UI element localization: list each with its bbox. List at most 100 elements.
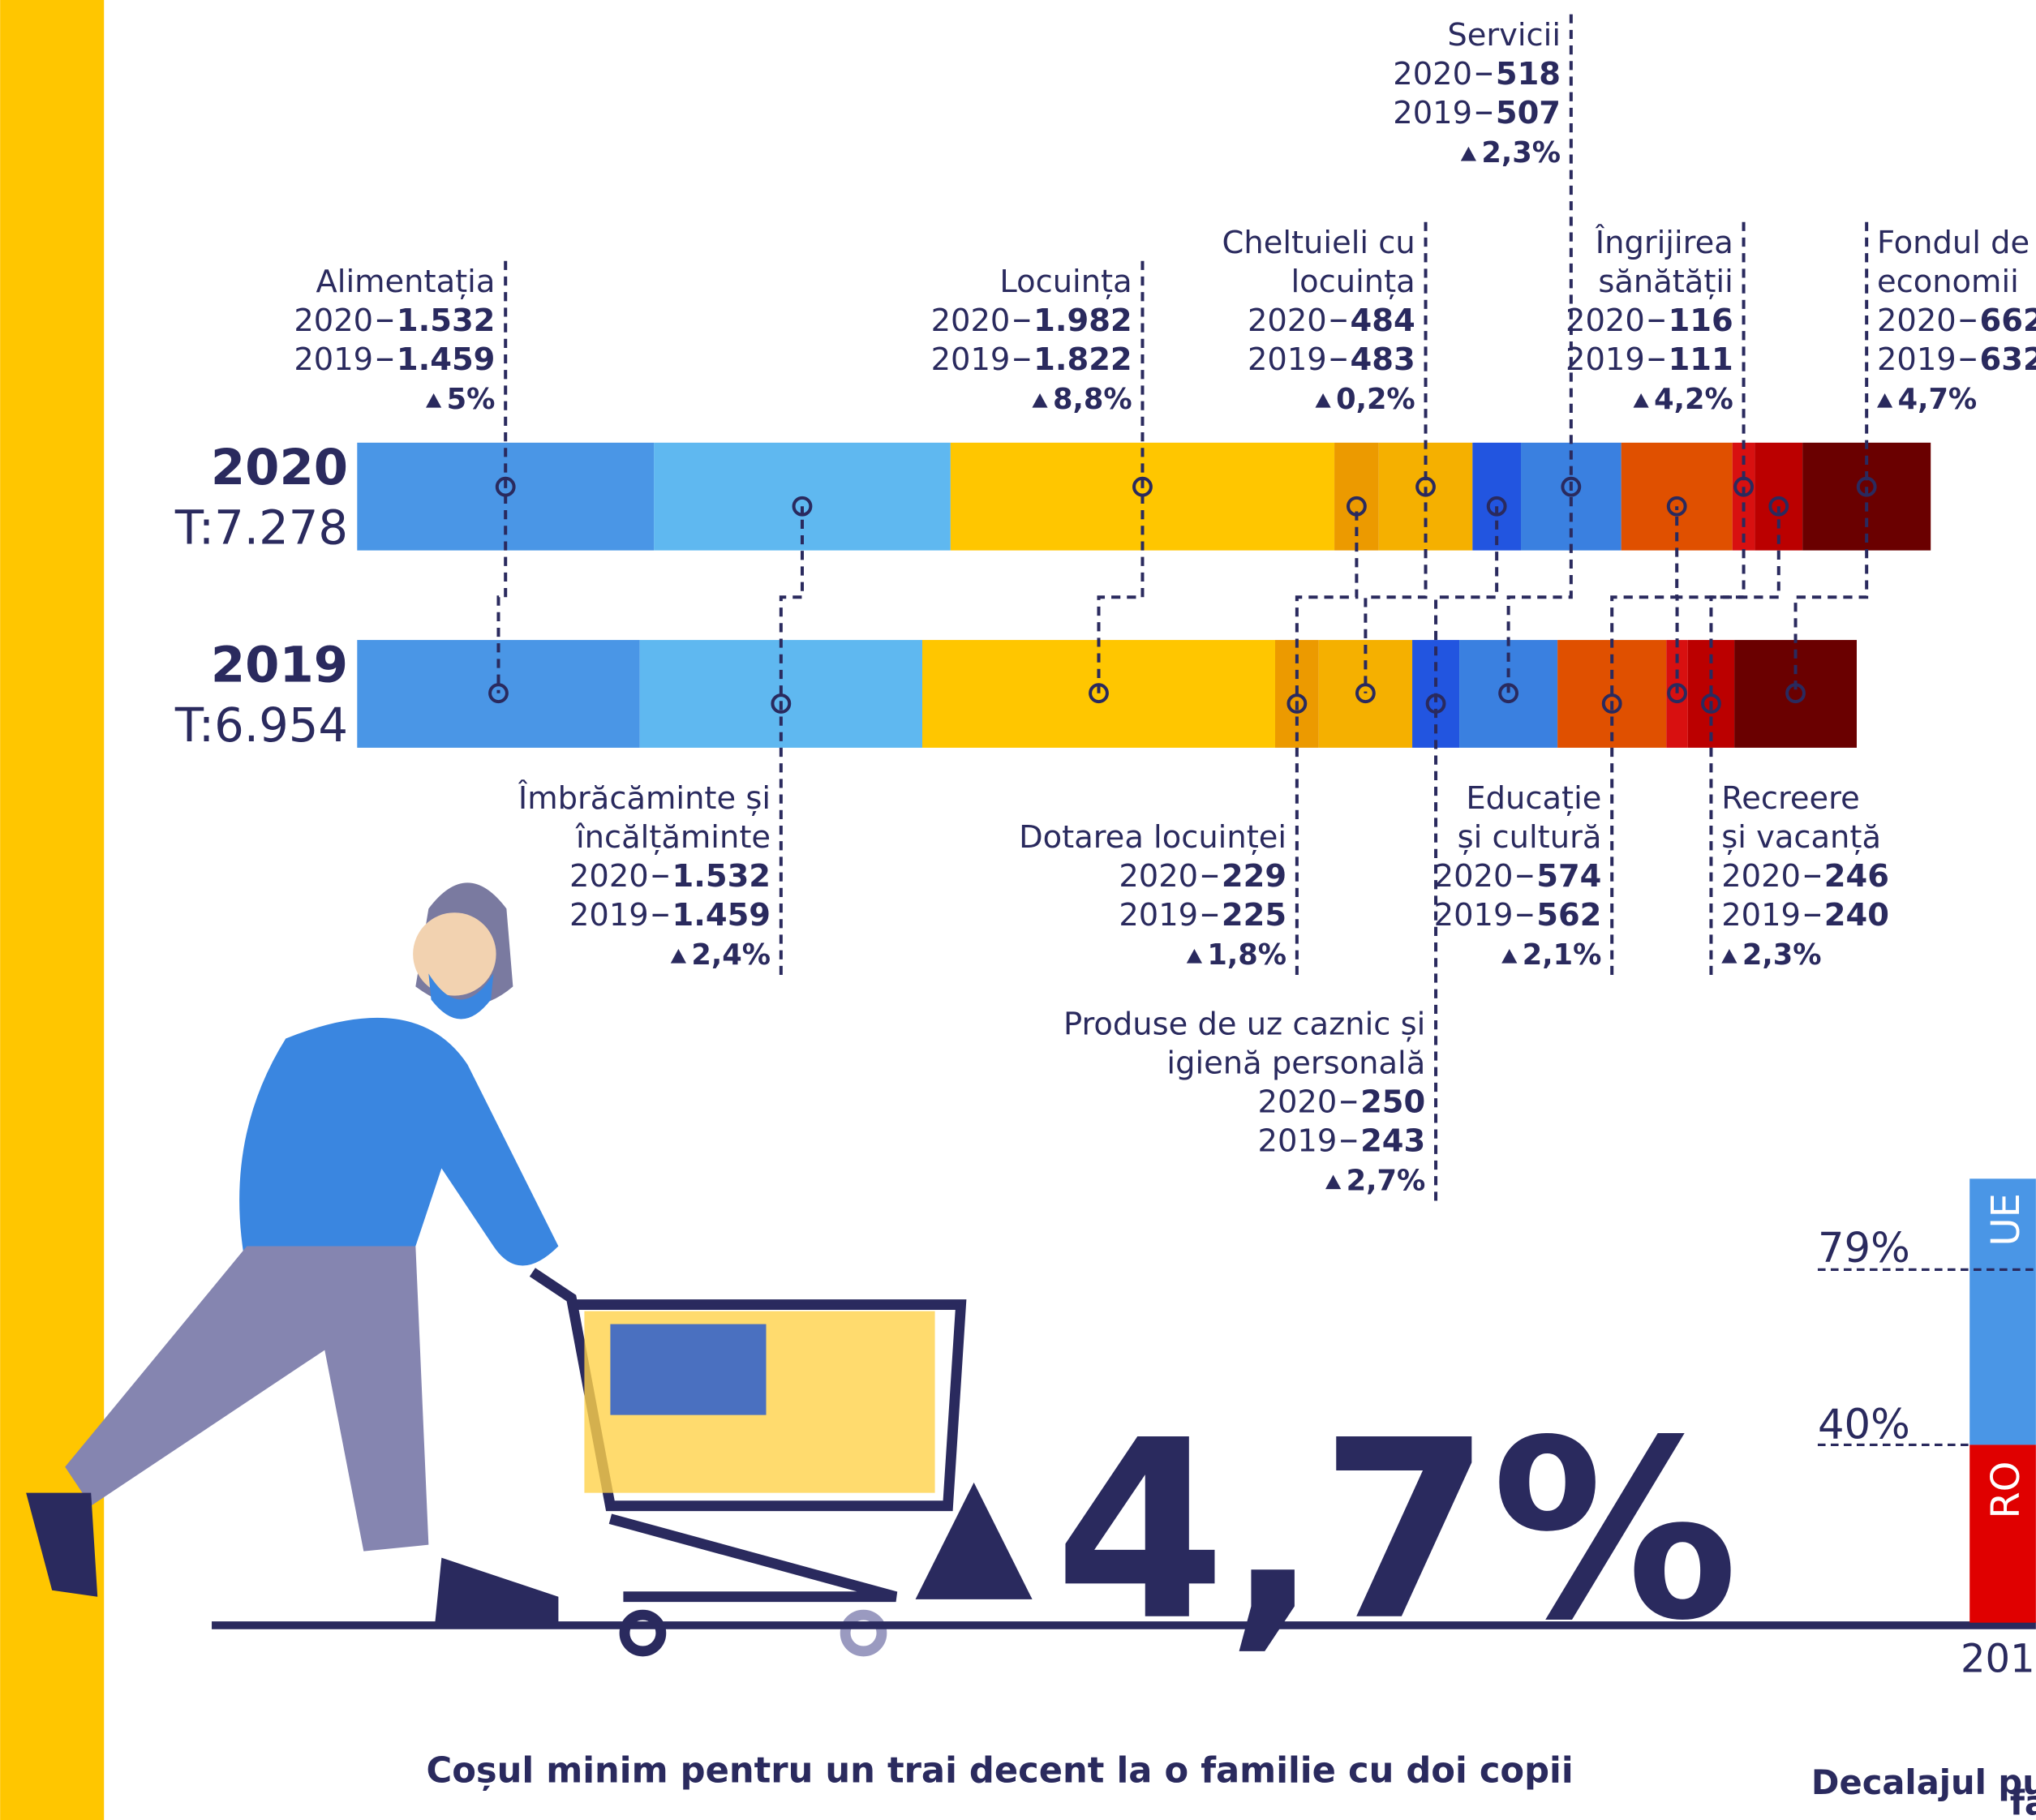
value-label: 1.532 bbox=[672, 858, 771, 895]
segment-name: Îngrijireasănătății bbox=[1595, 223, 1733, 300]
change-label: 4,7% bbox=[1898, 383, 1978, 416]
segment-name: Recreereși vacanță bbox=[1721, 780, 1881, 856]
year-label: 2020 bbox=[1119, 858, 1198, 895]
year-label: 2020 bbox=[294, 303, 373, 339]
value-label: 1.532 bbox=[397, 303, 495, 339]
value-label: 507 bbox=[1496, 95, 1561, 131]
segment-name: Fondul deeconomii bbox=[1877, 225, 2030, 300]
year-label: 2019 bbox=[1877, 341, 1957, 378]
up-arrow bbox=[1501, 949, 1517, 964]
row-total: T:7.278 bbox=[174, 501, 348, 556]
value-label: 243 bbox=[1360, 1123, 1425, 1160]
year-label: 2019 bbox=[1258, 1123, 1338, 1160]
infographic: 4,7% Coșul minim pentru un trai decent l… bbox=[0, 0, 2036, 1820]
segment-name: Servicii bbox=[1447, 17, 1561, 54]
value-label: 574 bbox=[1536, 858, 1601, 895]
value-label: 250 bbox=[1360, 1084, 1425, 1121]
headline-arrow bbox=[916, 1483, 1033, 1599]
tick-label: 79% bbox=[1818, 1224, 1910, 1273]
side-title: Decalajul pu bbox=[1811, 1762, 2036, 1802]
headline: 4,7% bbox=[1055, 1388, 1738, 1675]
name-line: Educație bbox=[1466, 780, 1601, 817]
value-label: 562 bbox=[1536, 897, 1601, 934]
change-label: 1,8% bbox=[1207, 938, 1286, 972]
year-label: 2020 bbox=[1434, 858, 1514, 895]
up-arrow bbox=[1877, 393, 1892, 408]
shopper-illustration bbox=[26, 882, 960, 1651]
row-label: 2020 bbox=[211, 440, 348, 496]
up-arrow bbox=[1187, 949, 1202, 964]
change-label: 5% bbox=[447, 383, 496, 416]
year-label: 2020 bbox=[931, 303, 1011, 339]
year-label: 2019 bbox=[1393, 95, 1472, 131]
year-label: 2020 bbox=[1393, 56, 1472, 92]
name-line: locuința bbox=[1291, 264, 1415, 300]
change-label: 2,3% bbox=[1742, 938, 1822, 972]
value-label: 240 bbox=[1824, 897, 1889, 934]
up-arrow bbox=[1325, 1175, 1341, 1190]
name-line: și vacanță bbox=[1721, 819, 1881, 856]
year-label: 2019 bbox=[1434, 897, 1514, 934]
value-label: 246 bbox=[1824, 858, 1889, 895]
change-label: 4,2% bbox=[1654, 383, 1733, 416]
x-label: 201 bbox=[1961, 1637, 2035, 1682]
up-arrow bbox=[1461, 147, 1476, 161]
value-label: 484 bbox=[1351, 303, 1415, 339]
name-line: Cheltuieli cu bbox=[1222, 225, 1415, 261]
bar-segment bbox=[1319, 640, 1412, 748]
up-arrow bbox=[1634, 393, 1649, 408]
year-label: 2019 bbox=[931, 341, 1011, 378]
bar-segment bbox=[357, 640, 639, 748]
up-arrow bbox=[1315, 393, 1330, 408]
tick-label: 40% bbox=[1818, 1400, 1910, 1449]
name-line: Îngrijirea bbox=[1595, 223, 1733, 261]
year-label: 2019 bbox=[1248, 341, 1327, 378]
value-label: 632 bbox=[1980, 341, 2036, 378]
up-arrow bbox=[671, 949, 686, 964]
name-line: Îmbrăcăminte și bbox=[518, 779, 771, 817]
name-line: sănătății bbox=[1598, 264, 1733, 300]
year-label: 2020 bbox=[1566, 303, 1645, 339]
name-line: igienă personală bbox=[1166, 1045, 1425, 1082]
segment-name: Îmbrăcăminte șiîncălțăminte bbox=[518, 779, 771, 856]
name-line: Recreere bbox=[1721, 780, 1859, 817]
value-label: 662 bbox=[1980, 303, 2036, 339]
year-label: 2019 bbox=[294, 341, 373, 378]
name-line: Fondul de bbox=[1877, 225, 2030, 261]
row-total: T:6.954 bbox=[174, 698, 348, 753]
value-label: 225 bbox=[1222, 897, 1286, 934]
name-line: încălțăminte bbox=[575, 819, 771, 856]
change-label: 2,3% bbox=[1481, 136, 1561, 170]
change-label: 8,8% bbox=[1053, 383, 1132, 416]
up-arrow bbox=[1721, 949, 1737, 964]
year-label: 2019 bbox=[1566, 341, 1645, 378]
change-label: 0,2% bbox=[1336, 383, 1415, 416]
value-label: 1.982 bbox=[1033, 303, 1132, 339]
year-label: 2019 bbox=[1721, 897, 1801, 934]
value-label: 229 bbox=[1222, 858, 1286, 895]
name-line: Alimentația bbox=[316, 264, 496, 300]
bar-label: RO bbox=[1983, 1462, 2029, 1519]
row-label: 2019 bbox=[211, 637, 348, 693]
year-label: 2020 bbox=[569, 858, 649, 895]
change-label: 2,4% bbox=[691, 938, 771, 972]
side-chart: 79% 40% UE RO 201 Decalajul pu fa bbox=[1811, 1178, 2036, 1820]
name-line: și cultură bbox=[1458, 819, 1602, 856]
bar-label: UE bbox=[1983, 1193, 2029, 1246]
name-line: Locuința bbox=[999, 264, 1132, 300]
value-label: 1.459 bbox=[672, 897, 771, 934]
caption: Coșul minim pentru un trai decent la o f… bbox=[427, 1751, 1574, 1792]
year-label: 2020 bbox=[1248, 303, 1327, 339]
year-label: 2020 bbox=[1877, 303, 1957, 339]
value-label: 483 bbox=[1351, 341, 1415, 378]
change-label: 2,1% bbox=[1523, 938, 1602, 972]
value-label: 1.459 bbox=[397, 341, 495, 378]
year-label: 2020 bbox=[1258, 1084, 1338, 1121]
year-label: 2019 bbox=[569, 897, 649, 934]
name-line: economii bbox=[1877, 264, 2019, 300]
value-label: 1.822 bbox=[1033, 341, 1132, 378]
side-title: fa bbox=[2010, 1784, 2036, 1820]
